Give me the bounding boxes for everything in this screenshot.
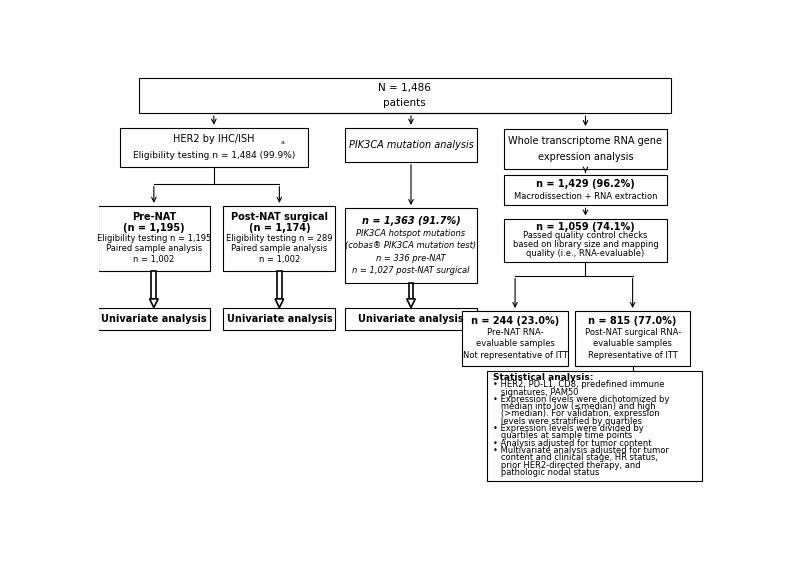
Bar [138,78,672,113]
Bar [504,129,667,169]
Text: N = 1,486: N = 1,486 [378,83,431,93]
Text: Statistical analysis:: Statistical analysis: [493,373,593,382]
Text: n = 1,002: n = 1,002 [259,255,300,264]
Text: based on library size and mapping: based on library size and mapping [513,241,658,250]
Text: n = 336 pre-NAT: n = 336 pre-NAT [376,254,446,263]
Text: Representative of ITT: Representative of ITT [588,351,678,360]
Text: median into low (≤median) and high: median into low (≤median) and high [493,402,656,411]
Text: Whole transcriptome RNA gene: Whole transcriptome RNA gene [509,136,663,146]
Text: evaluable samples: evaluable samples [593,340,672,348]
Text: patients: patients [383,98,427,108]
Polygon shape [149,299,158,308]
Text: Post-NAT surgical RNA-: Post-NAT surgical RNA- [585,328,681,337]
Text: expression analysis: expression analysis [538,152,634,162]
Polygon shape [275,299,284,308]
Bar [277,271,282,299]
Text: n = 1,002: n = 1,002 [134,255,175,264]
Bar [224,308,336,329]
Bar [345,208,477,283]
Text: • HER2, PD-L1, CD8, predefined immune: • HER2, PD-L1, CD8, predefined immune [493,380,664,389]
Bar [487,371,702,482]
Text: Pre-NAT RNA-: Pre-NAT RNA- [487,328,544,337]
Text: prior HER2-directed therapy, and: prior HER2-directed therapy, and [493,461,641,470]
Text: Post-NAT surgical: Post-NAT surgical [231,212,328,222]
Text: n = 244 (23.0%): n = 244 (23.0%) [471,316,559,327]
Text: pathologic nodal status: pathologic nodal status [493,468,600,477]
Text: content and clinical stage, HR status,: content and clinical stage, HR status, [493,453,658,462]
Polygon shape [407,299,416,308]
Text: Univariate analysis: Univariate analysis [358,314,464,324]
Bar [462,311,568,366]
Text: n = 815 (77.0%): n = 815 (77.0%) [589,316,677,327]
Text: Paired sample analysis: Paired sample analysis [231,245,328,254]
Text: PIK3CA hotspot mutations: PIK3CA hotspot mutations [356,229,465,238]
Bar [408,283,413,299]
Bar [152,271,156,299]
Text: • Analysis adjusted for tumor content: • Analysis adjusted for tumor content [493,439,652,448]
Text: PIK3CA mutation analysis: PIK3CA mutation analysis [348,140,473,150]
Text: (n = 1,195): (n = 1,195) [123,223,185,233]
Text: Passed quality control checks: Passed quality control checks [523,231,648,241]
Text: Eligibility testing n = 1,195: Eligibility testing n = 1,195 [96,234,211,243]
Bar [345,128,477,162]
Text: • Multivariate analysis adjusted for tumor: • Multivariate analysis adjusted for tum… [493,446,669,455]
Bar [98,308,210,329]
Text: signatures, PAM50: signatures, PAM50 [493,388,578,397]
Text: Univariate analysis: Univariate analysis [101,314,207,324]
Text: Eligibility testing n = 1,484 (99.9%): Eligibility testing n = 1,484 (99.9%) [133,151,295,160]
Text: Univariate analysis: Univariate analysis [227,314,332,324]
Text: quality (i.e., RNA-evaluable): quality (i.e., RNA-evaluable) [526,250,645,258]
Bar [345,308,477,329]
Text: Paired sample analysis: Paired sample analysis [106,245,202,254]
Text: (cobas® PIK3CA mutation test): (cobas® PIK3CA mutation test) [345,241,476,250]
Text: Not representative of ITT: Not representative of ITT [463,351,567,360]
Bar [120,128,308,167]
Text: n = 1,059 (74.1%): n = 1,059 (74.1%) [536,222,635,232]
Text: a: a [281,140,285,145]
Text: quartiles at sample time points: quartiles at sample time points [493,431,632,441]
Text: (>median). For validation, expression: (>median). For validation, expression [493,409,660,418]
Text: • Expression levels were dichotomized by: • Expression levels were dichotomized by [493,395,669,404]
Text: n = 1,363 (91.7%): n = 1,363 (91.7%) [362,216,461,226]
Text: HER2 by IHC/ISH: HER2 by IHC/ISH [173,135,254,144]
Text: evaluable samples: evaluable samples [476,340,555,348]
Text: levels were stratified by quartiles: levels were stratified by quartiles [493,417,642,426]
Text: Macrodissection + RNA extraction: Macrodissection + RNA extraction [514,192,657,201]
Bar [504,218,667,262]
Text: n = 1,027 post-NAT surgical: n = 1,027 post-NAT surgical [352,266,470,275]
Bar [575,311,690,366]
Text: (n = 1,174): (n = 1,174) [249,223,310,233]
Text: • Expression levels were divided by: • Expression levels were divided by [493,424,644,433]
Bar [98,206,210,271]
Text: Eligibility testing n = 289: Eligibility testing n = 289 [226,234,333,243]
Bar [504,176,667,205]
Bar [224,206,336,271]
Text: Pre-NAT: Pre-NAT [132,212,176,222]
Text: n = 1,429 (96.2%): n = 1,429 (96.2%) [536,180,635,189]
